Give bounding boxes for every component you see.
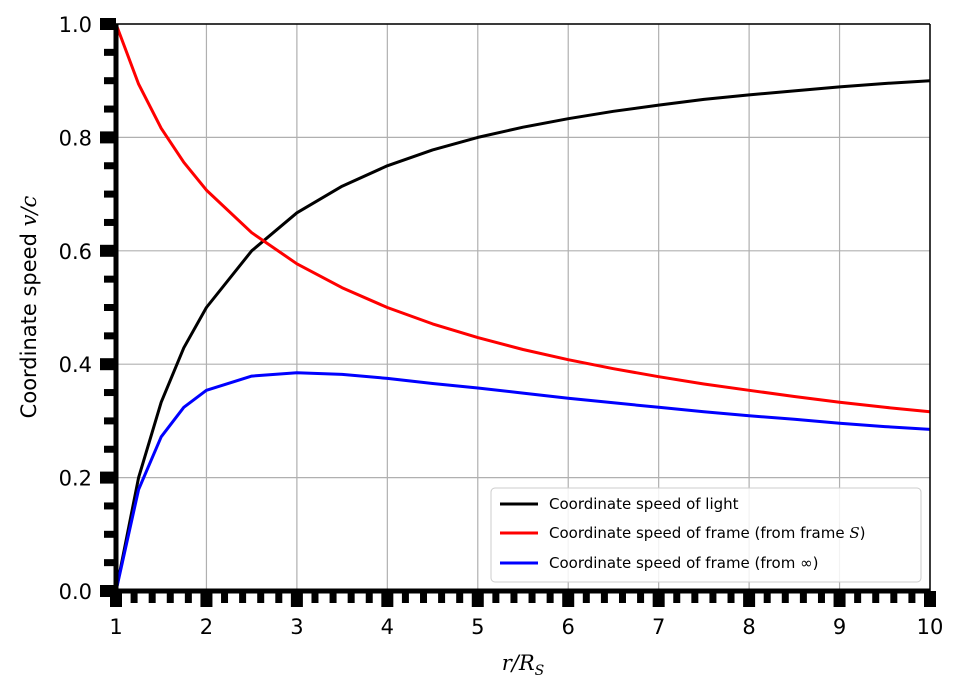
x-minor-tick: [365, 591, 373, 603]
x-minor-tick: [854, 591, 862, 603]
y-major-tick: [100, 244, 116, 257]
y-minor-tick: [104, 530, 116, 538]
x-minor-tick: [221, 591, 229, 603]
series-line-light: [114, 79, 931, 592]
legend-entry-light: Coordinate speed of light: [500, 495, 739, 513]
legend-label-light: Coordinate speed of light: [549, 495, 739, 513]
y-tick-label: 0.2: [59, 467, 92, 491]
x-tick-label: 10: [917, 615, 944, 639]
series-line-infinity: [114, 371, 931, 592]
y-minor-tick: [104, 190, 116, 198]
x-minor-tick: [166, 591, 174, 603]
y-tick-label: 1.0: [59, 13, 92, 37]
legend-entry-infinity: Coordinate speed of frame (from ∞): [500, 554, 818, 572]
y-minor-tick: [104, 332, 116, 340]
x-minor-tick: [763, 591, 771, 603]
x-tick-label: 4: [381, 615, 394, 639]
x-minor-tick: [438, 591, 446, 603]
x-minor-tick: [184, 591, 192, 603]
x-minor-tick: [872, 591, 880, 603]
x-major-tick: [200, 591, 213, 607]
x-minor-tick: [546, 591, 554, 603]
legend-box: [490, 487, 922, 583]
x-minor-tick: [582, 591, 590, 603]
series-line-frame-s: [114, 23, 931, 414]
y-major-tick: [100, 471, 116, 484]
y-tick-label: 0.0: [59, 580, 92, 604]
x-minor-tick: [709, 591, 717, 603]
x-major-tick: [381, 591, 394, 607]
x-minor-tick: [908, 591, 916, 603]
x-minor-tick: [673, 591, 681, 603]
x-major-tick: [833, 591, 846, 607]
x-minor-tick: [311, 591, 319, 603]
y-minor-tick: [104, 162, 116, 170]
y-minor-tick: [104, 77, 116, 85]
x-minor-tick: [275, 591, 283, 603]
x-minor-tick: [600, 591, 608, 603]
x-tick-label: 9: [833, 615, 846, 639]
x-minor-tick: [420, 591, 428, 603]
y-minor-tick: [104, 48, 116, 56]
x-tick-label: 8: [742, 615, 755, 639]
x-minor-tick: [727, 591, 735, 603]
x-major-tick: [652, 591, 665, 607]
y-minor-tick: [104, 417, 116, 425]
y-tick-label: 0.4: [59, 353, 92, 377]
y-major-tick: [100, 18, 116, 30]
x-minor-tick: [637, 591, 645, 603]
x-minor-tick: [130, 591, 138, 603]
x-minor-tick: [618, 591, 626, 603]
x-axis-label: r/RS: [502, 651, 545, 679]
x-minor-tick: [781, 591, 789, 603]
x-tick-label: 1: [109, 615, 122, 639]
legend-label-infinity: Coordinate speed of frame (from ∞): [549, 554, 818, 572]
x-major-tick: [290, 591, 303, 607]
y-tick-label: 0.8: [59, 126, 92, 150]
x-major-tick: [471, 591, 484, 607]
legend-label-frame-s: Coordinate speed of frame (from frame S): [549, 524, 865, 542]
x-major-tick: [110, 591, 122, 607]
y-minor-tick: [104, 502, 116, 510]
x-minor-tick: [799, 591, 807, 603]
x-minor-tick: [257, 591, 265, 603]
y-minor-tick: [104, 389, 116, 397]
legend: Coordinate speed of light Coordinate spe…: [490, 487, 922, 583]
x-tick-label: 7: [652, 615, 665, 639]
legend-entry-frame-s: Coordinate speed of frame (from frame S): [500, 524, 865, 542]
y-axis-label: Coordinate speed v/c: [17, 195, 41, 418]
x-tick-label: 3: [290, 615, 303, 639]
x-minor-tick: [510, 591, 518, 603]
x-major-tick: [924, 591, 936, 607]
x-minor-tick: [492, 591, 500, 603]
y-tick-label: 0.6: [59, 240, 92, 264]
y-major-tick: [100, 358, 116, 371]
x-major-tick: [743, 591, 756, 607]
x-tick-label: 2: [200, 615, 213, 639]
y-minor-tick: [104, 559, 116, 567]
x-minor-tick: [456, 591, 464, 603]
x-minor-tick: [890, 591, 898, 603]
x-minor-tick: [817, 591, 825, 603]
x-minor-tick: [401, 591, 409, 603]
y-minor-tick: [104, 218, 116, 226]
y-minor-tick: [104, 304, 116, 311]
y-minor-tick: [104, 275, 116, 283]
x-minor-tick: [528, 591, 536, 603]
x-minor-tick: [691, 591, 699, 603]
x-minor-tick: [239, 591, 247, 603]
y-major-tick: [100, 131, 116, 144]
x-tick-label: 5: [471, 615, 484, 639]
series-group: [114, 23, 931, 592]
y-minor-tick: [104, 445, 116, 453]
x-minor-tick: [329, 591, 337, 603]
tick-labels: 1 2 3 4 5 6 7 8 9 10 0.0 0.2 0.4 0.6 0.8 1.0: [59, 13, 944, 639]
x-tick-label: 6: [562, 615, 575, 639]
tick-marks: [100, 18, 936, 607]
x-minor-tick: [148, 591, 156, 603]
x-minor-tick: [347, 591, 355, 603]
y-minor-tick: [104, 105, 116, 113]
x-major-tick: [562, 591, 575, 607]
